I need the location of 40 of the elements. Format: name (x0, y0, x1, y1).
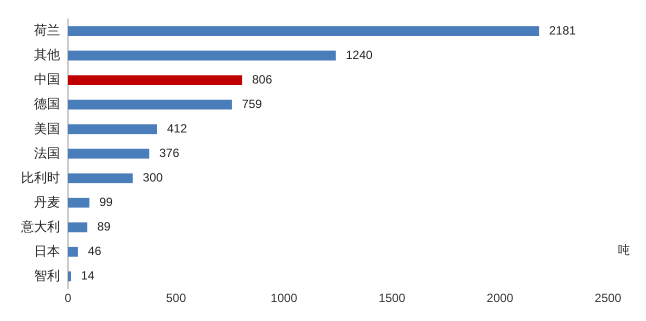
y-tick-label: 中国 (34, 72, 60, 87)
data-label: 1240 (346, 48, 373, 62)
x-tick-label: 500 (166, 291, 186, 306)
bar (68, 75, 242, 86)
y-tick-label: 德国 (34, 96, 60, 112)
data-label: 14 (81, 268, 95, 283)
text: 吨 (618, 242, 630, 257)
bar (68, 198, 90, 208)
y-tick-label: 比利时 (21, 170, 60, 185)
x-tick-label: 1000 (270, 291, 298, 306)
data-label: 46 (88, 244, 102, 258)
y-tick-label: 其他 (34, 47, 60, 62)
x-tick-label: 1500 (378, 291, 406, 306)
y-tick-label: 日本 (34, 243, 60, 258)
x-tick-label: 2500 (594, 291, 622, 306)
bar (68, 246, 78, 257)
bar (68, 50, 336, 60)
x-tick-label: 0 (64, 291, 72, 306)
data-label: 759 (242, 96, 262, 111)
bar (68, 148, 150, 159)
data-label: 412 (166, 121, 188, 136)
data-label: 300 (142, 170, 164, 185)
y-tick-label: 丹麦 (34, 194, 60, 210)
bar (68, 271, 72, 282)
data-label: 99 (99, 195, 114, 210)
bar (68, 124, 157, 134)
bar (68, 173, 133, 184)
x-tick-label: 2000 (486, 291, 514, 306)
bar (68, 100, 232, 110)
data-label: 376 (159, 146, 180, 160)
y-tick-label: 美国 (34, 120, 60, 136)
data-label: 806 (252, 72, 272, 86)
y-tick-label: 法国 (34, 145, 60, 160)
bar (68, 222, 88, 232)
bar (68, 26, 540, 36)
y-tick-label: 智利 (34, 268, 60, 283)
data-label: 2181 (549, 23, 576, 38)
data-label: 89 (97, 220, 111, 234)
y-tick-label: 荷兰 (34, 22, 60, 38)
y-tick-label: 意大利 (20, 218, 60, 234)
